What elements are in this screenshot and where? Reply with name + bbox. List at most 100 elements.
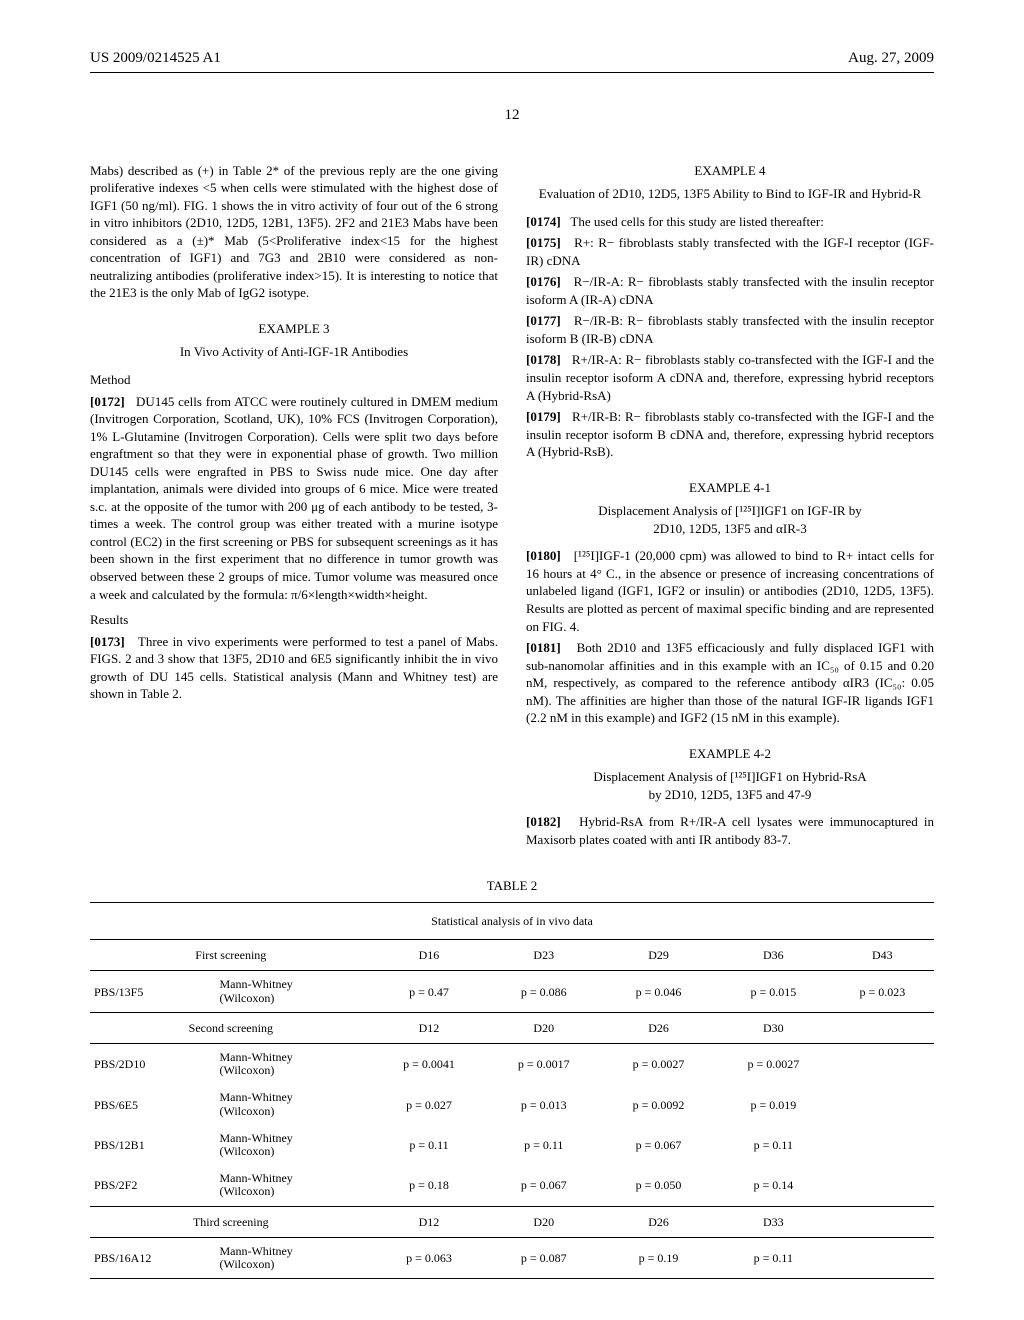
table-cell: p = 0.11 xyxy=(716,1237,831,1278)
para-text-0172: DU145 cells from ATCC were routinely cul… xyxy=(90,394,498,602)
table-cell: p = 0.015 xyxy=(716,971,831,1012)
para-num-0180: [0180] xyxy=(526,548,561,563)
para-num-0177: [0177] xyxy=(526,313,561,328)
table-section-label: First screening xyxy=(90,940,372,971)
para-text-0180: [¹²⁵I]IGF-1 (20,000 cpm) was allowed to … xyxy=(526,548,934,633)
example-4-2-subtitle-l1: Displacement Analysis of [¹²⁵I]IGF1 on H… xyxy=(593,769,866,784)
para-text-0176: R−/IR-A: R− fibroblasts stably transfect… xyxy=(526,274,934,307)
para-text-0175: R+: R− fibroblasts stably transfected wi… xyxy=(526,235,934,268)
table-col-header: D16 xyxy=(372,940,487,971)
example-4-1-subtitle: Displacement Analysis of [¹²⁵I]IGF1 on I… xyxy=(526,502,934,537)
para-num-0178: [0178] xyxy=(526,352,561,367)
table-col-header: D30 xyxy=(716,1012,831,1043)
para-text-0182: Hybrid-RsA from R+/IR-A cell lysates wer… xyxy=(526,814,934,847)
table-section-label: Second screening xyxy=(90,1012,372,1043)
table-cell: p = 0.0017 xyxy=(486,1044,601,1085)
table-row-name: PBS/2D10 xyxy=(90,1044,215,1085)
table-row-test: Mann-Whitney(Wilcoxon) xyxy=(215,1125,371,1165)
table-cell: p = 0.14 xyxy=(716,1165,831,1206)
paragraph-0173: [0173] Three in vivo experiments were pe… xyxy=(90,633,498,703)
paragraph-0180: [0180] [¹²⁵I]IGF-1 (20,000 cpm) was allo… xyxy=(526,547,934,635)
table-row-name: PBS/13F5 xyxy=(90,971,215,1012)
right-column: EXAMPLE 4 Evaluation of 2D10, 12D5, 13F5… xyxy=(526,162,934,853)
intro-paragraph: Mabs) described as (+) in Table 2* of th… xyxy=(90,162,498,302)
table-cell: p = 0.0092 xyxy=(601,1084,716,1124)
table-col-header: D12 xyxy=(372,1012,487,1043)
content-columns: Mabs) described as (+) in Table 2* of th… xyxy=(90,162,934,853)
method-heading: Method xyxy=(90,371,498,389)
example-4-1-subtitle-l1: Displacement Analysis of [¹²⁵I]IGF1 on I… xyxy=(598,503,862,518)
table-row-test: Mann-Whitney(Wilcoxon) xyxy=(215,1237,371,1278)
table-cell: p = 0.47 xyxy=(372,971,487,1012)
example-4-2-subtitle: Displacement Analysis of [¹²⁵I]IGF1 on H… xyxy=(526,768,934,803)
table-cell: p = 0.0041 xyxy=(372,1044,487,1085)
table-cell: p = 0.013 xyxy=(486,1084,601,1124)
table-2-title: Statistical analysis of in vivo data xyxy=(90,903,934,940)
para-text-0177: R−/IR-B: R− fibroblasts stably transfect… xyxy=(526,313,934,346)
table-cell: p = 0.063 xyxy=(372,1237,487,1278)
table-cell: p = 0.087 xyxy=(486,1237,601,1278)
table-cell: p = 0.0027 xyxy=(601,1044,716,1085)
paragraph-0177: [0177] R−/IR-B: R− fibroblasts stably tr… xyxy=(526,312,934,347)
example-4-subtitle: Evaluation of 2D10, 12D5, 13F5 Ability t… xyxy=(526,185,934,203)
table-cell: p = 0.18 xyxy=(372,1165,487,1206)
table-cell: p = 0.027 xyxy=(372,1084,487,1124)
table-cell: p = 0.11 xyxy=(372,1125,487,1165)
example-4-1-title: EXAMPLE 4-1 xyxy=(526,479,934,497)
example-4-2-subtitle-l2: by 2D10, 12D5, 13F5 and 47-9 xyxy=(649,787,812,802)
table-cell: p = 0.067 xyxy=(486,1165,601,1206)
para-text-0174: The used cells for this study are listed… xyxy=(570,214,823,229)
table-row-test: Mann-Whitney(Wilcoxon) xyxy=(215,1044,371,1085)
page-header: US 2009/0214525 A1 Aug. 27, 2009 xyxy=(90,48,934,68)
table-cell: p = 0.11 xyxy=(716,1125,831,1165)
paragraph-0172: [0172] DU145 cells from ATCC were routin… xyxy=(90,393,498,604)
page-number: 12 xyxy=(90,105,934,125)
paragraph-0174: [0174] The used cells for this study are… xyxy=(526,213,934,231)
table-2-body: Statistical analysis of in vivo dataFirs… xyxy=(90,902,934,1279)
table-section-label: Third screening xyxy=(90,1206,372,1237)
example-3-subtitle: In Vivo Activity of Anti-IGF-1R Antibodi… xyxy=(90,343,498,361)
table-col-header: D36 xyxy=(716,940,831,971)
paragraph-0179: [0179] R+/IR-B: R− fibroblasts stably co… xyxy=(526,408,934,461)
table-col-header: D12 xyxy=(372,1206,487,1237)
publication-date: Aug. 27, 2009 xyxy=(848,48,934,68)
para-text-0173: Three in vivo experiments were performed… xyxy=(90,634,498,702)
table-cell: p = 0.067 xyxy=(601,1125,716,1165)
table-cell: p = 0.023 xyxy=(831,971,934,1012)
table-row-name: PBS/6E5 xyxy=(90,1084,215,1124)
table-row-name: PBS/16A12 xyxy=(90,1237,215,1278)
header-rule xyxy=(90,72,934,73)
paragraph-0176: [0176] R−/IR-A: R− fibroblasts stably tr… xyxy=(526,273,934,308)
para-text-0179: R+/IR-B: R− fibroblasts stably co-transf… xyxy=(526,409,934,459)
paragraph-0182: [0182] Hybrid-RsA from R+/IR-A cell lysa… xyxy=(526,813,934,848)
table-2-caption: TABLE 2 xyxy=(90,877,934,895)
table-col-header: D20 xyxy=(486,1206,601,1237)
para-num-0182: [0182] xyxy=(526,814,561,829)
para-text-0178: R+/IR-A: R− fibroblasts stably co-transf… xyxy=(526,352,934,402)
para-num-0175: [0175] xyxy=(526,235,561,250)
left-column: Mabs) described as (+) in Table 2* of th… xyxy=(90,162,498,853)
table-cell: p = 0.19 xyxy=(601,1237,716,1278)
table-col-header: D23 xyxy=(486,940,601,971)
paragraph-0175: [0175] R+: R− fibroblasts stably transfe… xyxy=(526,234,934,269)
table-col-header: D20 xyxy=(486,1012,601,1043)
table-cell: p = 0.0027 xyxy=(716,1044,831,1085)
results-heading: Results xyxy=(90,611,498,629)
table-col-header: D26 xyxy=(601,1012,716,1043)
table-cell: p = 0.086 xyxy=(486,971,601,1012)
para-num-0179: [0179] xyxy=(526,409,561,424)
table-cell: p = 0.019 xyxy=(716,1084,831,1124)
example-4-2-title: EXAMPLE 4-2 xyxy=(526,745,934,763)
table-cell: p = 0.11 xyxy=(486,1125,601,1165)
table-cell: p = 0.050 xyxy=(601,1165,716,1206)
table-row-test: Mann-Whitney(Wilcoxon) xyxy=(215,971,371,1012)
example-3-title: EXAMPLE 3 xyxy=(90,320,498,338)
table-col-header: D33 xyxy=(716,1206,831,1237)
example-4-1-subtitle-l2: 2D10, 12D5, 13F5 and αIR-3 xyxy=(653,521,806,536)
example-4-title: EXAMPLE 4 xyxy=(526,162,934,180)
table-row-test: Mann-Whitney(Wilcoxon) xyxy=(215,1165,371,1206)
table-col-header: D29 xyxy=(601,940,716,971)
table-row-name: PBS/2F2 xyxy=(90,1165,215,1206)
table-col-header: D26 xyxy=(601,1206,716,1237)
para-num-0181: [0181] xyxy=(526,640,561,655)
